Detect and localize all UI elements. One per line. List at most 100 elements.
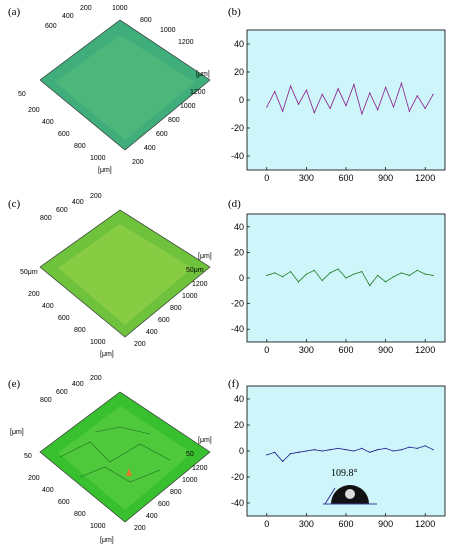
profile-point bbox=[305, 89, 307, 91]
profile-chart-f: (f) 40 20 0 -20 -40 0 300 600 900 1200 109.8° bbox=[225, 372, 451, 550]
surface-a-z-low: 50 bbox=[18, 91, 26, 98]
profile-line bbox=[266, 81, 434, 116]
surface-c-z-right: 50μm bbox=[186, 267, 204, 274]
profile-point bbox=[329, 272, 331, 274]
profile-point bbox=[297, 451, 300, 453]
surface-a-svg: 600 400 200 1000 800 1000 1200 50 200 40… bbox=[18, 5, 211, 174]
y-tick-label: 20 bbox=[234, 420, 244, 430]
profile-point bbox=[313, 449, 315, 451]
profile-point bbox=[337, 88, 339, 90]
surface-a-tick-800: 800 bbox=[140, 17, 152, 24]
surface-a-right-400: 400 bbox=[144, 145, 156, 152]
surface-c-front-200: 200 bbox=[28, 291, 40, 298]
surface-a-tick-200: 200 bbox=[80, 5, 92, 12]
profile-line bbox=[266, 268, 434, 287]
surface-e-right-1200: 1200 bbox=[192, 465, 208, 472]
profile-line bbox=[266, 445, 434, 462]
profile-point bbox=[305, 273, 307, 275]
surface-e-tick-800: 800 bbox=[40, 397, 52, 404]
surface-a-right-1200: 1200 bbox=[190, 89, 206, 96]
profile-point bbox=[361, 271, 363, 273]
surface-a-tick-1000: 1000 bbox=[160, 27, 176, 34]
profile-point bbox=[282, 460, 284, 462]
panel-label-d: (d) bbox=[228, 198, 241, 210]
surface-plot-e: (e) 800 600 400 200 [μm] 50 50 200 400 6… bbox=[0, 372, 225, 547]
profile-b-svg: 40 20 0 -20 -40 0 300 600 900 1200 bbox=[231, 29, 446, 183]
profile-point bbox=[416, 269, 418, 271]
profile-point bbox=[274, 272, 276, 274]
surface-a-right-200: 200 bbox=[132, 159, 144, 166]
profile-point bbox=[385, 281, 387, 283]
x-tick-label: 900 bbox=[378, 173, 393, 183]
surface-e-cracks bbox=[59, 426, 171, 483]
x-tick-label: 0 bbox=[264, 173, 269, 183]
profile-point bbox=[321, 450, 323, 452]
surface-e-right-400: 400 bbox=[146, 513, 158, 520]
panel-label-a: (a) bbox=[8, 6, 21, 18]
profile-point bbox=[297, 281, 300, 283]
surface-a-tick-600: 600 bbox=[45, 23, 57, 30]
profile-point bbox=[424, 445, 426, 447]
profile-point bbox=[345, 277, 347, 279]
profile-point bbox=[416, 447, 418, 449]
panel-label-b: (b) bbox=[228, 6, 241, 18]
surface-c-front-400: 400 bbox=[42, 303, 54, 310]
surface-e-unit-right: [μm] bbox=[198, 437, 212, 444]
profile-point bbox=[297, 103, 300, 105]
profile-point bbox=[266, 454, 268, 456]
y-tick-label: 20 bbox=[234, 247, 244, 257]
surface-a-tick-400: 400 bbox=[62, 13, 74, 20]
surface-a-unit-right: [μm] bbox=[196, 71, 210, 78]
droplet-icon bbox=[323, 484, 377, 505]
panel-label-c: (c) bbox=[8, 198, 21, 210]
surface-a-front-600: 600 bbox=[58, 131, 70, 138]
profile-point bbox=[345, 105, 347, 107]
surface-c-z-left: 50μm bbox=[20, 269, 38, 276]
profile-point bbox=[416, 95, 418, 97]
surface-e-front-1000: 1000 bbox=[90, 523, 106, 530]
profile-point bbox=[329, 107, 331, 109]
profile-point bbox=[282, 110, 284, 112]
profile-point bbox=[353, 84, 355, 86]
surface-e-z-right: 50 bbox=[186, 451, 194, 458]
contact-angle-value: 109.8° bbox=[331, 468, 358, 479]
surface-c-tick-400: 400 bbox=[72, 199, 84, 206]
profile-point bbox=[392, 106, 395, 108]
surface-a-right-600: 600 bbox=[156, 131, 168, 138]
surface-a-z-tick: 1000 bbox=[112, 5, 128, 12]
surface-c-right-800: 800 bbox=[170, 305, 182, 312]
profile-point bbox=[400, 272, 403, 274]
surface-e-right-600: 600 bbox=[158, 501, 170, 508]
profile-point bbox=[353, 450, 355, 452]
surface-a-front-200: 200 bbox=[28, 107, 40, 114]
profile-point bbox=[289, 271, 292, 273]
profile-point bbox=[408, 274, 410, 277]
surface-c-right-400: 400 bbox=[146, 329, 158, 336]
profile-point bbox=[432, 274, 434, 277]
surface-plot-c: (c) 800 600 400 200 50μm 50μm 200 400 60… bbox=[0, 192, 225, 362]
surface-c-right-600: 600 bbox=[158, 317, 170, 324]
profile-point bbox=[400, 82, 403, 84]
x-tick-label: 900 bbox=[378, 519, 393, 529]
profile-point bbox=[432, 449, 434, 451]
surface-e-front-600: 600 bbox=[58, 499, 70, 506]
profile-point bbox=[424, 273, 426, 275]
x-tick-label: 300 bbox=[299, 519, 314, 529]
surface-c-unit-right: [μm] bbox=[198, 253, 212, 260]
surface-a-unit-front: [μm] bbox=[98, 167, 112, 174]
x-tick-label: 1200 bbox=[415, 519, 435, 529]
y-tick-label: -20 bbox=[231, 299, 244, 309]
profile-point bbox=[321, 93, 323, 95]
surface-a-front-800: 800 bbox=[74, 143, 86, 150]
y-tick-label: -40 bbox=[231, 324, 244, 334]
surface-e-front-200: 200 bbox=[28, 475, 40, 482]
surface-c-front-600: 600 bbox=[58, 315, 70, 322]
y-tick-label: 0 bbox=[239, 446, 244, 456]
profile-point bbox=[369, 451, 371, 453]
profile-f-svg: 40 20 0 -20 -40 0 300 600 900 1200 bbox=[231, 385, 446, 529]
x-tick-label: 600 bbox=[338, 519, 353, 529]
y-tick-label: 0 bbox=[239, 273, 244, 283]
surface-plot-a: (a) 600 400 200 1000 800 1000 1200 50 20… bbox=[0, 0, 225, 180]
surface-a-right-1000: 1000 bbox=[180, 103, 196, 110]
surface-e-front-800: 800 bbox=[74, 511, 86, 518]
